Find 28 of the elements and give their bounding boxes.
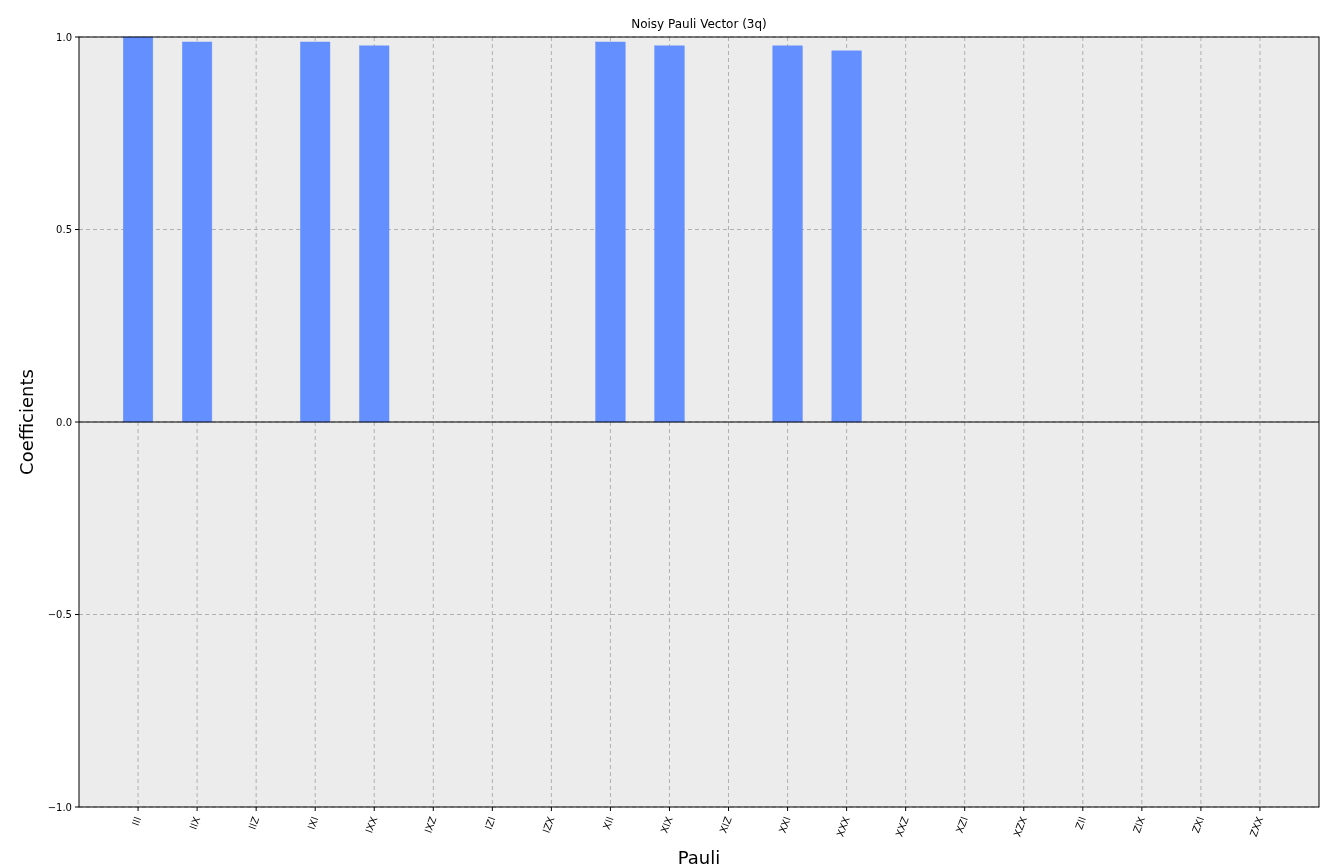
x-tick-label: XXZ bbox=[893, 814, 911, 839]
x-tick-label: XIX bbox=[658, 814, 675, 835]
x-tick-label: ZXX bbox=[1247, 814, 1266, 839]
x-tick-label: XZI bbox=[953, 815, 970, 835]
y-axis-title: Coefficients bbox=[16, 369, 37, 475]
y-tick-label: 0.5 bbox=[56, 224, 72, 235]
x-tick-label: XII bbox=[600, 815, 616, 831]
x-tick-label: ZIX bbox=[1130, 814, 1148, 835]
x-tick-label: ZII bbox=[1073, 815, 1088, 831]
x-tick-label: IIZ bbox=[246, 814, 262, 831]
x-tick-label: IXX bbox=[363, 814, 380, 835]
x-tick-label: XXI bbox=[776, 815, 793, 835]
y-tick-label: −0.5 bbox=[47, 609, 72, 620]
x-axis-title: Pauli bbox=[677, 847, 721, 868]
y-tick-label: 1.0 bbox=[56, 31, 72, 43]
x-tick-label: IXZ bbox=[422, 814, 439, 835]
y-tick-label: 0.0 bbox=[56, 416, 72, 428]
x-tick-label: IXI bbox=[305, 815, 321, 831]
x-tick-label: XXX bbox=[834, 814, 852, 839]
chart-title: Noisy Pauli Vector (3q) bbox=[631, 17, 767, 31]
x-tick-label: XIZ bbox=[717, 814, 734, 835]
x-tick-label: III bbox=[129, 815, 144, 828]
x-tick-label: IZI bbox=[482, 815, 498, 831]
x-tick-label: IIX bbox=[187, 814, 203, 831]
x-tick-label: ZXI bbox=[1190, 815, 1207, 835]
x-tick-label: XZX bbox=[1011, 814, 1029, 839]
x-tick-label: IZX bbox=[540, 814, 557, 835]
y-tick-label: −1.0 bbox=[47, 801, 72, 813]
